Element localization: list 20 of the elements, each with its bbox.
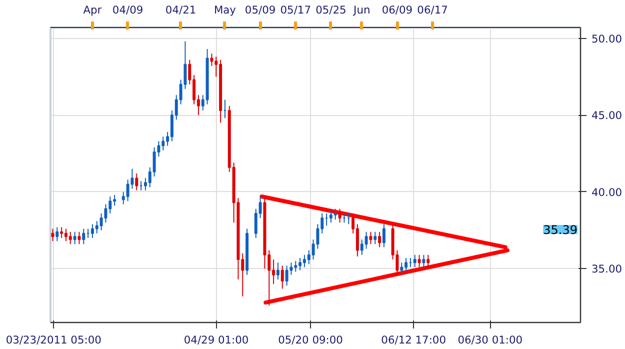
x-tick-label: 06/30 01:00	[458, 334, 523, 346]
x-tick-label: 03/23/2011 05:00	[6, 334, 102, 346]
x2-tick-label: 05/25	[316, 4, 346, 16]
y-tick-label: 45.00	[592, 109, 622, 122]
x2-tick-label: 04/21	[165, 4, 196, 16]
y-tick-label: 50.00	[592, 32, 622, 46]
x2-tick-label: 06/09	[382, 4, 413, 16]
x2-tick-label: 06/17	[417, 4, 448, 16]
x2-tick-label: 04/09	[112, 4, 144, 16]
x2-tick-label: 05/17	[280, 4, 311, 16]
x2-tick-label: May	[214, 4, 236, 16]
x2-tick-label: 05/09	[244, 4, 276, 16]
y-tick-label: 40.00	[592, 186, 622, 199]
x2-tick-label: Apr	[83, 4, 102, 16]
x-tick-label: 05/20 09:00	[278, 334, 344, 346]
x-tick-label: 06/12 17:00	[381, 334, 446, 346]
x-tick-label: 04/29 01:00	[184, 334, 249, 346]
annotation: 35.39	[543, 223, 578, 237]
y-tick-label: 35.00	[592, 262, 622, 276]
x2-tick-label: Jun	[352, 4, 370, 16]
